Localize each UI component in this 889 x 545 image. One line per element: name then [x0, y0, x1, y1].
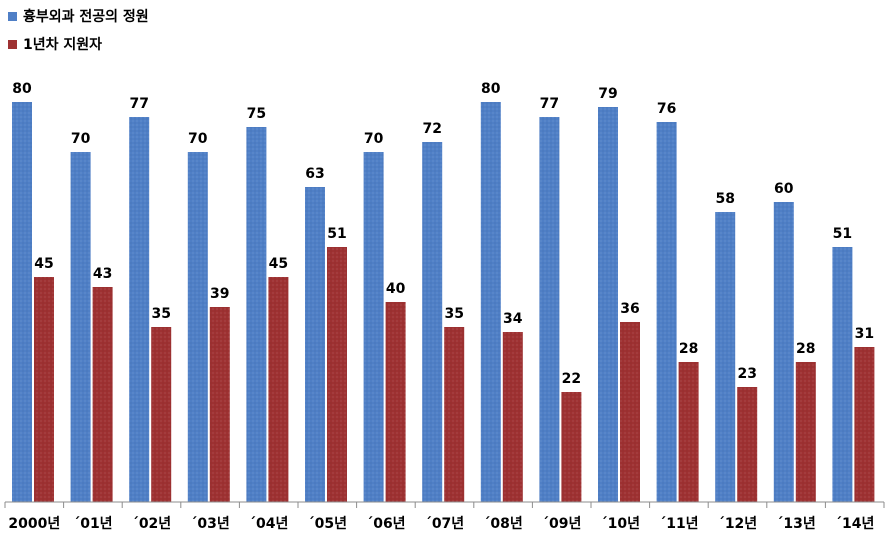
bar-applicants-12 — [737, 387, 758, 502]
x-tick-label-11: ´11년 — [659, 516, 698, 532]
data-label-quota-12: 58 — [715, 191, 734, 207]
bar-applicants-10 — [620, 322, 640, 502]
x-tick-label-5: ´05년 — [308, 516, 347, 532]
data-label-applicants-2: 35 — [151, 306, 170, 322]
legend-swatch-applicants — [8, 39, 17, 49]
bar-applicants-3 — [209, 307, 230, 502]
x-tick-label-1: ´01년 — [73, 516, 112, 532]
data-label-applicants-11: 28 — [679, 341, 698, 357]
bar-applicants-14 — [854, 347, 875, 502]
legend: 흉부외과 전공의 정원 1년차 지원자 — [8, 4, 149, 60]
legend-item-quota: 흉부외과 전공의 정원 — [8, 4, 149, 28]
x-tick-label-13: ´13년 — [776, 516, 815, 532]
bar-quota-9 — [539, 117, 560, 502]
data-label-quota-1: 70 — [71, 131, 91, 147]
bar-applicants-4 — [268, 277, 289, 502]
data-label-applicants-1: 43 — [93, 266, 112, 282]
x-tick-label-9: ´09년 — [542, 516, 581, 532]
data-label-quota-10: 79 — [598, 86, 617, 102]
bar-applicants-11 — [678, 362, 699, 502]
bar-quota-6 — [363, 152, 384, 502]
data-label-quota-13: 60 — [774, 181, 794, 197]
data-label-applicants-3: 39 — [210, 286, 229, 302]
data-label-quota-0: 80 — [12, 81, 32, 97]
x-tick-label-8: ´08년 — [483, 516, 522, 532]
data-label-applicants-8: 34 — [503, 311, 523, 327]
x-tick-label-3: ´03년 — [190, 516, 229, 532]
x-tick-label-7: ´07년 — [425, 516, 464, 532]
data-label-applicants-7: 35 — [444, 306, 463, 322]
x-tick-label-14: ´14년 — [835, 516, 874, 532]
bar-applicants-1 — [92, 287, 113, 502]
bar-quota-7 — [422, 142, 443, 502]
bar-quota-0 — [12, 102, 32, 502]
data-label-applicants-0: 45 — [34, 256, 53, 272]
data-label-quota-6: 70 — [364, 131, 384, 147]
legend-label-applicants: 1년차 지원자 — [23, 37, 103, 53]
data-label-quota-8: 80 — [481, 81, 501, 97]
x-tick-label-2: ´02년 — [132, 516, 171, 532]
data-label-quota-5: 63 — [305, 166, 324, 182]
bar-applicants-5 — [327, 247, 347, 502]
bar-applicants-7 — [444, 327, 465, 502]
data-label-applicants-13: 28 — [796, 341, 815, 357]
x-tick-label-10: ´10년 — [601, 516, 640, 532]
bar-applicants-13 — [795, 362, 816, 502]
data-label-quota-14: 51 — [833, 226, 852, 242]
bar-quota-11 — [656, 122, 677, 502]
data-label-applicants-5: 51 — [327, 226, 346, 242]
bar-applicants-9 — [561, 392, 582, 502]
data-label-applicants-6: 40 — [386, 281, 406, 297]
data-label-applicants-4: 45 — [269, 256, 288, 272]
bar-applicants-0 — [34, 277, 54, 502]
bar-quota-12 — [715, 212, 736, 502]
bar-quota-13 — [773, 202, 794, 502]
bar-quota-14 — [832, 247, 853, 502]
x-tick-label-4: ´04년 — [249, 516, 288, 532]
data-label-quota-4: 75 — [247, 106, 266, 122]
x-tick-label-6: ´06년 — [366, 516, 405, 532]
data-label-applicants-12: 23 — [737, 366, 756, 382]
legend-item-applicants: 1년차 지원자 — [8, 32, 149, 56]
legend-swatch-quota — [8, 11, 17, 21]
bar-quota-4 — [246, 127, 267, 502]
bar-applicants-6 — [385, 302, 406, 502]
data-label-quota-9: 77 — [540, 96, 559, 112]
data-label-quota-2: 77 — [129, 96, 148, 112]
bar-applicants-2 — [151, 327, 172, 502]
bar-quota-2 — [129, 117, 150, 502]
data-label-quota-3: 70 — [188, 131, 208, 147]
bar-applicants-8 — [502, 332, 523, 502]
legend-label-quota: 흉부외과 전공의 정원 — [23, 9, 149, 25]
bar-quota-8 — [480, 102, 501, 502]
data-label-applicants-9: 22 — [562, 371, 581, 387]
data-label-applicants-10: 36 — [620, 301, 639, 317]
data-label-quota-7: 72 — [422, 121, 441, 137]
bar-quota-1 — [70, 152, 91, 502]
x-tick-label-12: ´12년 — [718, 516, 757, 532]
data-label-quota-11: 76 — [657, 101, 676, 117]
bar-quota-10 — [598, 107, 618, 502]
data-label-applicants-14: 31 — [855, 326, 874, 342]
x-tick-label-0: 2000년 — [8, 516, 60, 532]
bar-quota-3 — [187, 152, 208, 502]
bar-quota-5 — [305, 187, 325, 502]
